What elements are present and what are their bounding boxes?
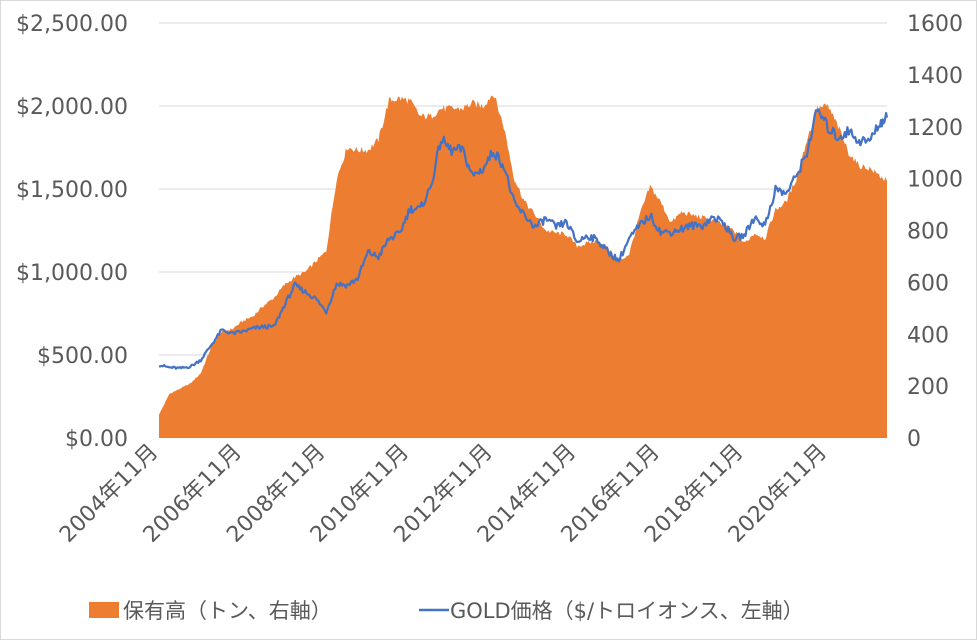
right-axis-tick-label: 1200	[907, 116, 963, 141]
right-axis-tick-label: 600	[907, 271, 949, 296]
gold-price-line	[158, 108, 889, 370]
left-axis-tick-label: $2,500.00	[16, 12, 128, 37]
left-axis-tick-label: $500.00	[37, 344, 128, 369]
legend-label-gold: GOLD価格（$/トロイオンス、左軸）	[450, 599, 804, 623]
right-axis-tick-label: 400	[907, 323, 949, 348]
right-axis-tick-label: 800	[907, 220, 949, 245]
right-axis-tick-label: 0	[907, 427, 921, 452]
legend-label-holdings: 保有高（トン、右軸）	[123, 599, 332, 623]
holdings-area-series	[159, 95, 887, 439]
legend-swatch-holdings	[89, 602, 119, 618]
right-axis-tick-label: 1600	[907, 12, 963, 37]
right-axis-tick-label: 1000	[907, 168, 963, 193]
left-axis-tick-label: $2,000.00	[16, 95, 128, 120]
left-axis-tick-label: $1,500.00	[16, 178, 128, 203]
left-axis-tick-label: $0.00	[65, 427, 128, 452]
right-axis-tick-label: 200	[907, 375, 949, 400]
holdings-area	[159, 95, 887, 439]
right-axis-ticks: 0 200 400 600 800 1000 1200 1400 1600	[907, 12, 963, 452]
x-axis-ticks: 2004年11月2006年11月2008年11月2010年11月2012年11月…	[55, 440, 832, 548]
left-axis-ticks: $0.00 $500.00 $1,000.00 $1,500.00 $2,000.00 $…	[16, 12, 128, 452]
legend: 保有高（トン、右軸） GOLD価格（$/トロイオンス、左軸）	[89, 599, 804, 623]
right-axis-tick-label: 1400	[907, 64, 963, 89]
left-axis-tick-label: $1,000.00	[16, 261, 128, 286]
gold-price-line-series	[158, 108, 889, 370]
